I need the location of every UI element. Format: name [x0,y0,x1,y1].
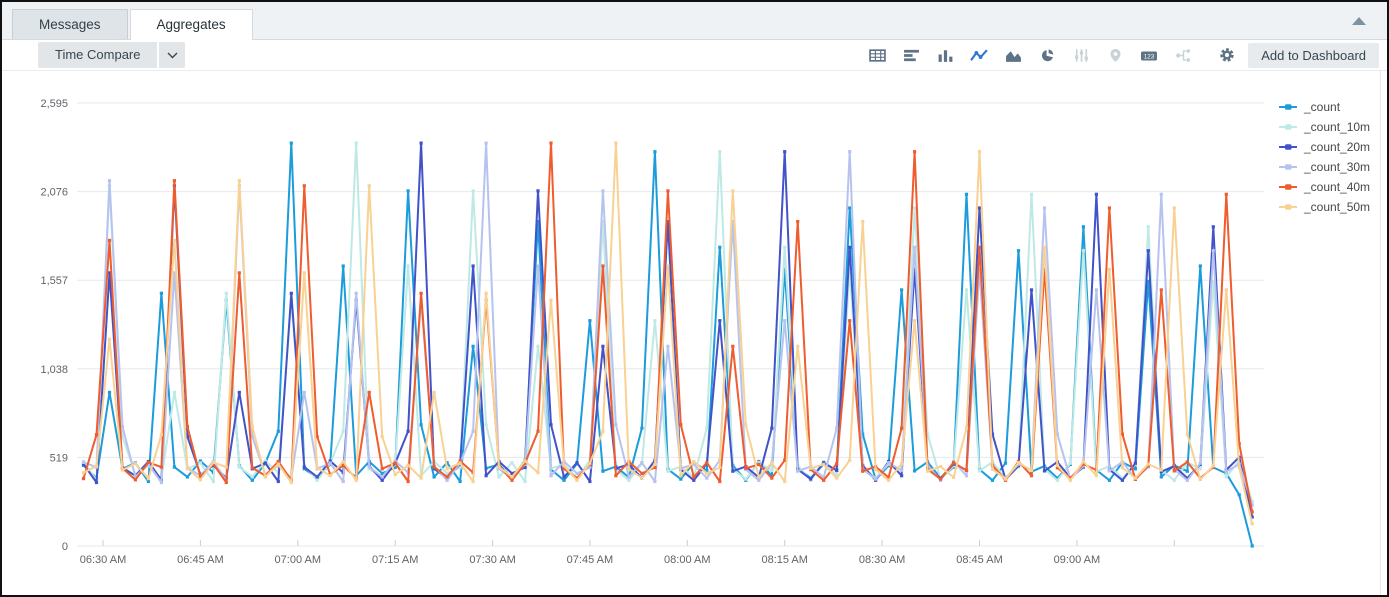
legend-marker-icon [1279,124,1297,130]
legend-label: _count_10m [1304,120,1371,134]
legend-marker-icon [1279,104,1297,110]
svg-text:2,595: 2,595 [40,98,68,110]
svg-text:07:45 AM: 07:45 AM [567,554,613,566]
time-compare-label: Time Compare [38,42,158,68]
legend-marker-icon [1279,164,1297,170]
collapse-panel-button[interactable] [1351,13,1367,25]
legend-item[interactable]: _count_30m [1279,157,1370,177]
single-value-icon[interactable]: 123 [1140,47,1158,63]
timeseries-chart[interactable]: 0 519 1,038 1,557 2,076 2,595 06:30 AM 06:45 AM… [2,71,1387,595]
tab-strip: Messages Aggregates [2,2,1387,40]
svg-text:1,038: 1,038 [40,364,68,376]
legend-marker-icon [1279,204,1297,210]
column-chart-icon[interactable] [936,47,954,63]
line-chart-icon[interactable] [970,47,988,63]
svg-text:07:15 AM: 07:15 AM [372,554,418,566]
chart-legend: _count _count_10m _count_20m _count_30m _cou… [1279,97,1370,217]
table-icon[interactable] [868,47,886,63]
svg-text:08:30 AM: 08:30 AM [859,554,905,566]
svg-text:0: 0 [62,541,68,553]
svg-text:06:30 AM: 06:30 AM [80,554,126,566]
legend-item[interactable]: _count_10m [1279,117,1370,137]
svg-text:07:00 AM: 07:00 AM [275,554,321,566]
gear-icon[interactable] [1218,47,1236,63]
node-graph-icon[interactable] [1174,47,1192,63]
chevron-down-icon [167,52,178,58]
bar-chart-horizontal-icon[interactable] [902,47,920,63]
map-pin-icon[interactable] [1106,47,1124,63]
add-to-dashboard-button[interactable]: Add to Dashboard [1248,42,1379,68]
time-compare-button[interactable]: Time Compare [38,42,186,68]
legend-label: _count [1304,100,1341,114]
tab-messages-label: Messages [39,17,101,32]
legend-label: _count_50m [1304,200,1371,214]
legend-label: _count_30m [1304,160,1371,174]
svg-text:07:30 AM: 07:30 AM [469,554,515,566]
legend-item[interactable]: _count_50m [1279,197,1370,217]
legend-marker-icon [1279,184,1297,190]
svg-text:1,557: 1,557 [40,275,68,287]
pie-chart-icon[interactable] [1038,47,1056,63]
legend-label: _count_20m [1304,140,1371,154]
triangle-up-icon [1352,17,1366,25]
aggregates-toolbar: Time Compare [2,40,1387,71]
time-compare-dropdown[interactable] [159,42,186,68]
svg-text:2,076: 2,076 [40,187,68,199]
svg-text:09:00 AM: 09:00 AM [1054,554,1100,566]
tab-aggregates-label: Aggregates [156,17,226,32]
sliders-icon[interactable] [1072,47,1090,63]
svg-text:519: 519 [50,452,68,464]
chart-type-icon-group: 123 [860,47,1248,63]
area-chart-icon[interactable] [1004,47,1022,63]
tab-messages[interactable]: Messages [12,9,128,39]
chart-area: 0 519 1,038 1,557 2,076 2,595 06:30 AM 06:45 AM… [2,71,1387,595]
panel-right-divider [1380,71,1381,595]
legend-item[interactable]: _count_40m [1279,177,1370,197]
svg-text:08:00 AM: 08:00 AM [664,554,710,566]
legend-label: _count_40m [1304,180,1371,194]
svg-text:08:15 AM: 08:15 AM [761,554,807,566]
svg-text:06:45 AM: 06:45 AM [177,554,223,566]
legend-item[interactable]: _count [1279,97,1370,117]
svg-text:08:45 AM: 08:45 AM [956,554,1002,566]
tab-aggregates[interactable]: Aggregates [129,9,253,40]
legend-marker-icon [1279,144,1297,150]
legend-item[interactable]: _count_20m [1279,137,1370,157]
svg-text:123: 123 [1144,53,1155,60]
